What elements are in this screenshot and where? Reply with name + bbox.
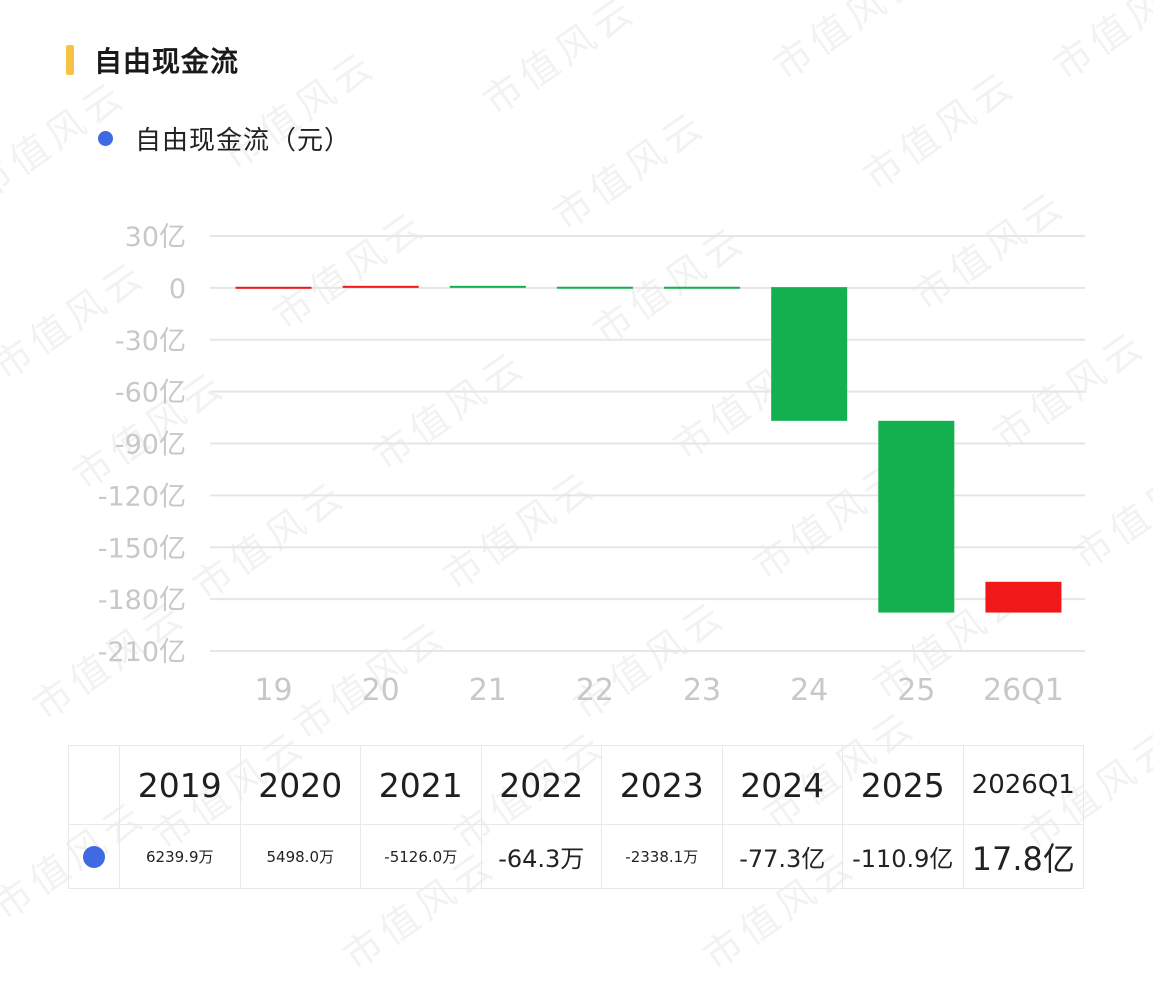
table-header-cell: 2026Q1 bbox=[962, 745, 1084, 825]
watermark-text: 市值风云 bbox=[765, 0, 935, 89]
x-tick-label: 21 bbox=[469, 673, 507, 708]
table-header-cell: 2020 bbox=[239, 745, 361, 825]
table-header-cell: 2019 bbox=[119, 745, 241, 825]
table-corner-cell bbox=[68, 745, 120, 825]
y-tick-label: -90亿 bbox=[115, 430, 186, 461]
x-tick-label: 19 bbox=[254, 673, 292, 708]
table-cell: -64.3万 bbox=[480, 824, 602, 889]
series-dot-icon bbox=[83, 845, 105, 868]
bar bbox=[664, 286, 741, 289]
series-marker-cell bbox=[68, 824, 120, 889]
table-header-cell: 2025 bbox=[842, 745, 964, 825]
title-accent-bar bbox=[66, 45, 74, 75]
bar bbox=[878, 420, 955, 613]
section-header: 自由现金流 bbox=[66, 40, 239, 80]
y-tick-label: -180亿 bbox=[98, 585, 186, 616]
table-header-cell: 2022 bbox=[480, 745, 602, 825]
table-cell: 17.8亿 bbox=[962, 824, 1084, 889]
bar bbox=[449, 285, 526, 288]
waterfall-chart: 30亿 0 -30亿 -60亿 -90亿 -120亿 -150亿 -180亿 -210亿 19 20… bbox=[98, 222, 1085, 708]
bar bbox=[985, 581, 1062, 613]
y-tick-label: -120亿 bbox=[98, 481, 186, 512]
bar bbox=[235, 286, 312, 289]
x-tick-label: 20 bbox=[362, 673, 400, 708]
y-tick-label: -210亿 bbox=[98, 637, 186, 668]
table-header-cell: 2024 bbox=[721, 745, 843, 825]
data-table: 2019 2020 2021 2022 2023 2024 2025 2026Q… bbox=[68, 745, 1084, 889]
watermark-text: 市值风云 bbox=[475, 0, 645, 124]
x-tick-label: 24 bbox=[790, 673, 828, 708]
table-cell: -2338.1万 bbox=[601, 824, 723, 889]
y-tick-label: 30亿 bbox=[125, 222, 186, 253]
x-tick-label: 26Q1 bbox=[983, 673, 1064, 708]
table-header-cell: 2023 bbox=[601, 745, 723, 825]
x-tick-label: 25 bbox=[897, 673, 935, 708]
watermark-text: 市值风云 bbox=[855, 61, 1025, 199]
bar bbox=[342, 285, 419, 288]
legend-marker bbox=[98, 130, 113, 146]
watermark-text: 市值风云 bbox=[1045, 0, 1153, 89]
table-header-cell: 2021 bbox=[360, 745, 482, 825]
y-tick-label: -60亿 bbox=[115, 378, 186, 409]
table-cell: 6239.9万 bbox=[119, 824, 241, 889]
x-tick-label: 23 bbox=[683, 673, 721, 708]
bar bbox=[771, 287, 848, 421]
y-tick-label: 0 bbox=[169, 274, 186, 305]
table-cell: -77.3亿 bbox=[721, 824, 843, 889]
table-cell: 5498.0万 bbox=[239, 824, 361, 889]
table-cell: -5126.0万 bbox=[360, 824, 482, 889]
table-cell: -110.9亿 bbox=[842, 824, 964, 889]
section-title: 自由现金流 bbox=[94, 45, 240, 78]
table-row: 6239.9万 5498.0万 -5126.0万 -64.3万 -2338.1万… bbox=[68, 824, 1084, 889]
chart-legend[interactable]: 自由现金流（元） bbox=[98, 118, 351, 158]
y-tick-label: -30亿 bbox=[115, 326, 186, 357]
table-header-row: 2019 2020 2021 2022 2023 2024 2025 2026Q… bbox=[68, 745, 1084, 825]
bar bbox=[556, 286, 633, 289]
legend-label: 自由现金流（元） bbox=[135, 125, 352, 156]
x-tick-label: 22 bbox=[576, 673, 614, 708]
y-tick-label: -150亿 bbox=[98, 533, 186, 564]
